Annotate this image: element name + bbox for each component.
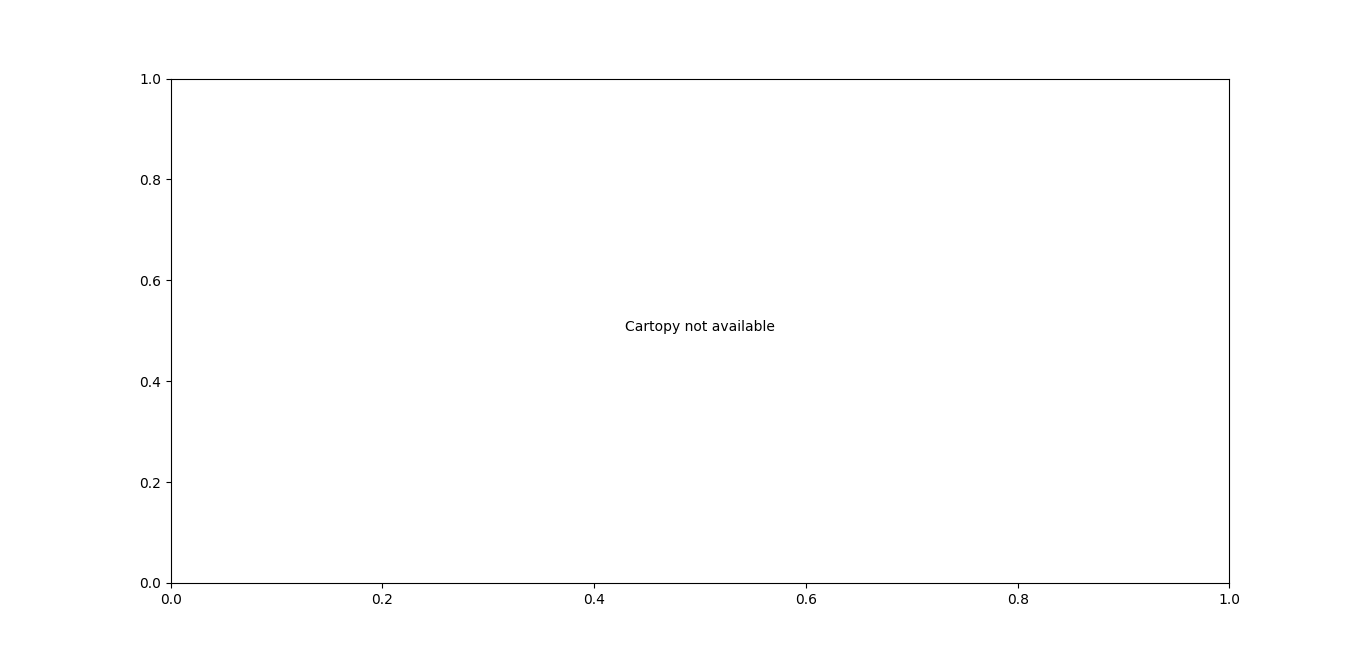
Text: Cartopy not available: Cartopy not available [626, 320, 775, 334]
